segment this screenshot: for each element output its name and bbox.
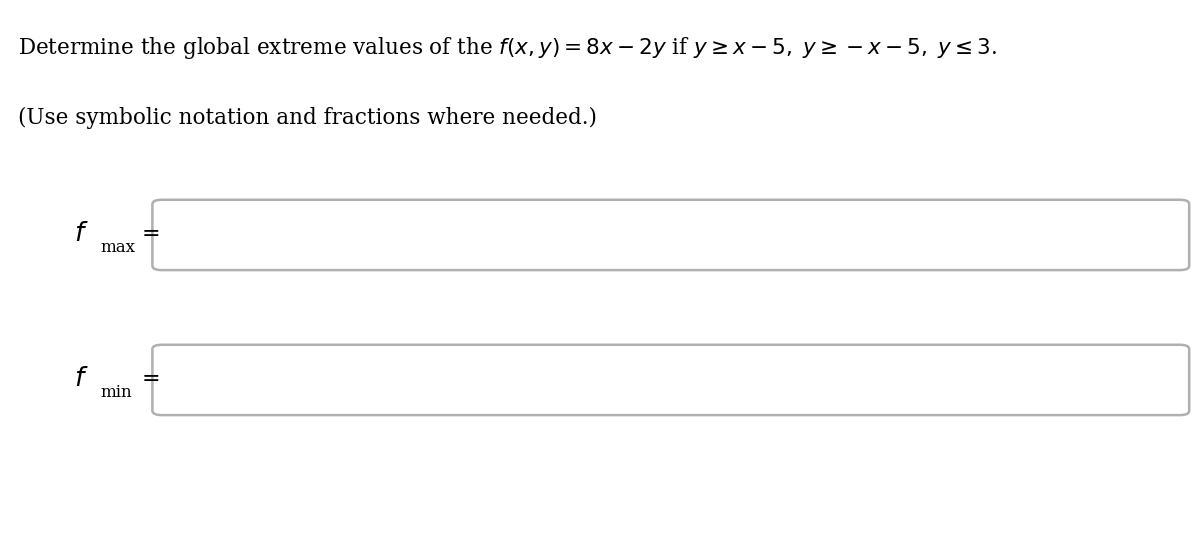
Text: $f$: $f$ [74, 366, 89, 391]
Text: $f$: $f$ [74, 221, 89, 246]
Text: =: = [142, 223, 161, 244]
Text: min: min [101, 383, 132, 401]
Text: max: max [101, 238, 136, 256]
Text: (Use symbolic notation and fractions where needed.): (Use symbolic notation and fractions whe… [18, 107, 598, 129]
Text: Determine the global extreme values of the $f(x, y) = 8x - 2y$ if $y \geq x - 5,: Determine the global extreme values of t… [18, 35, 997, 61]
Text: =: = [142, 368, 161, 389]
